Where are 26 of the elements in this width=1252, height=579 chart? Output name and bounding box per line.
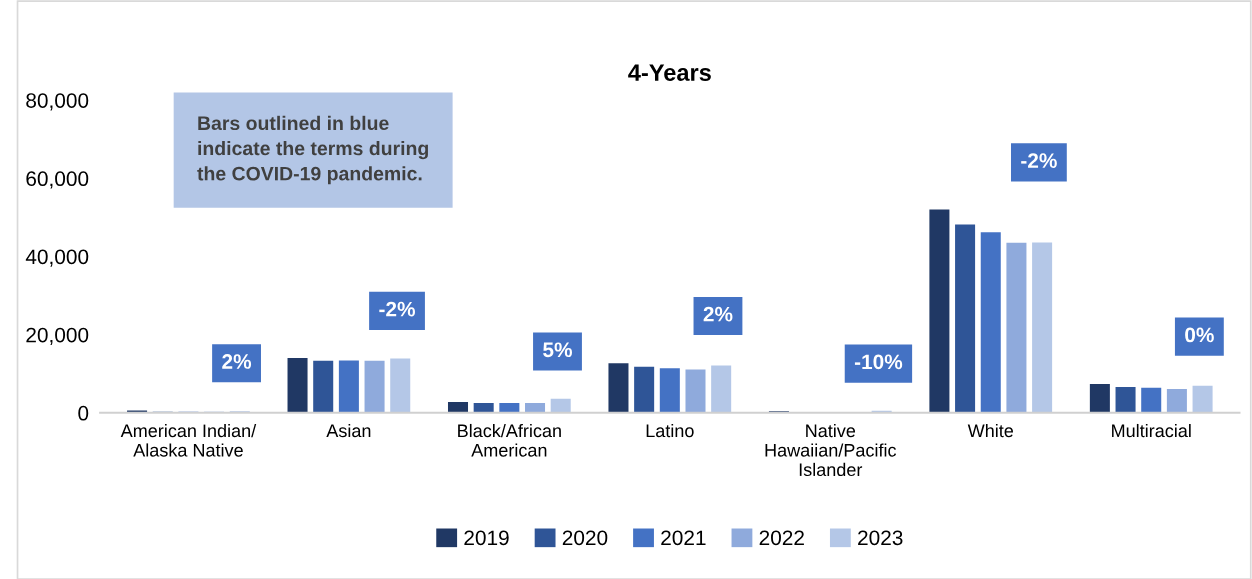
annotation: 5% — [543, 342, 572, 358]
x-tick-label: American Indian/ Alaska Native — [120, 423, 257, 457]
x-tick-label: White — [967, 423, 1014, 438]
annotation: 0% — [1185, 327, 1214, 343]
y-tick-label: 0 — [78, 405, 89, 421]
y-tick-label: 80,000 — [26, 93, 89, 111]
legend-label: 2021 — [661, 530, 706, 546]
annotation: -10% — [854, 354, 903, 370]
x-tick-label: Latino — [646, 423, 694, 438]
x-tick-label: Black/African American — [458, 423, 561, 457]
annotation: -2% — [1021, 153, 1057, 168]
annotation: Bars outlined in blue indicate the terms during the COVID-19 pandemic. — [197, 115, 428, 185]
y-tick-label: 40,000 — [25, 249, 89, 267]
legend-label: 2023 — [858, 530, 903, 546]
y-tick-label: 20,000 — [26, 327, 89, 345]
legend-label: 2020 — [562, 530, 608, 546]
annotation: 2% — [703, 306, 733, 322]
x-tick-label: Asian — [326, 423, 371, 438]
legend-label: 2022 — [759, 530, 804, 546]
y-tick-label: 60,000 — [26, 171, 89, 189]
annotation: 2% — [222, 354, 252, 369]
x-tick-label: Multiracial — [1112, 423, 1191, 438]
x-tick-label: Native Hawaiian/Pacific Islander — [765, 423, 897, 477]
legend-label: 2019 — [464, 530, 509, 546]
annotation: -2% — [379, 301, 415, 317]
chart-title: 4-Years — [628, 64, 711, 81]
